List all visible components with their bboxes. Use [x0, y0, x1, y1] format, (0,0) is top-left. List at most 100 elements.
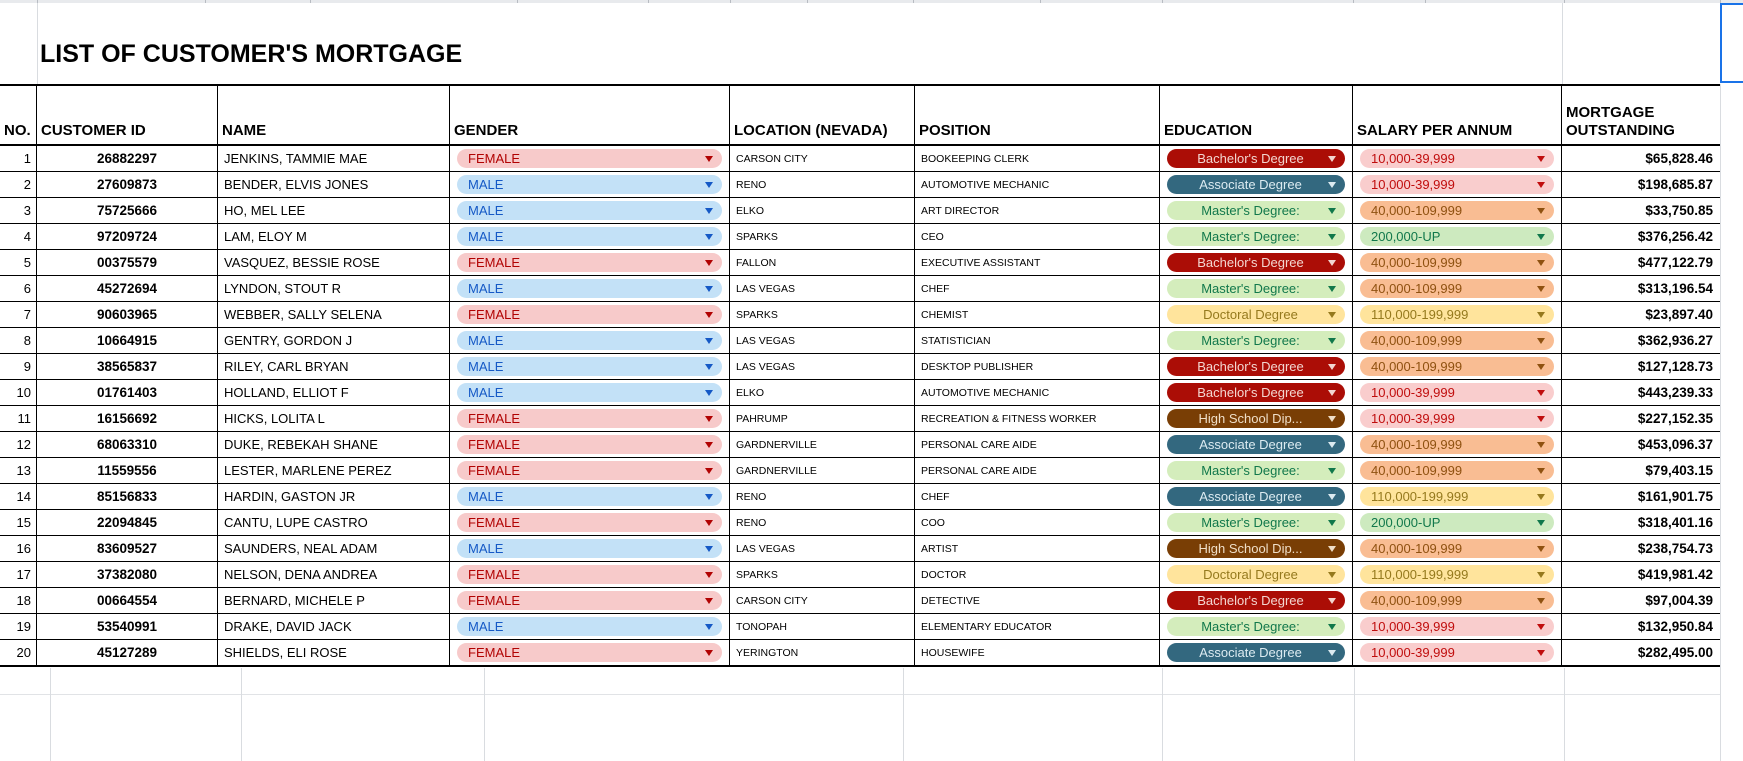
column-header-no: NO.	[0, 86, 37, 146]
position: PERSONAL CARE AIDE	[915, 458, 1160, 484]
column-header-label: NAME	[222, 122, 267, 140]
education-dropdown[interactable]: Associate Degree	[1167, 175, 1345, 194]
salary-dropdown[interactable]: 40,000-109,999	[1360, 435, 1554, 454]
gender-dropdown-value: MALE	[468, 203, 504, 218]
education-dropdown[interactable]: Master's Degree:	[1167, 331, 1345, 350]
gender-dropdown[interactable]: MALE	[457, 227, 722, 246]
education-dropdown-value: Associate Degree	[1199, 645, 1302, 660]
education-dropdown[interactable]: Bachelor's Degree	[1167, 591, 1345, 610]
gender-dropdown[interactable]: MALE	[457, 175, 722, 194]
customer-name: HOLLAND, ELLIOT F	[218, 380, 450, 406]
position: CHEF	[915, 484, 1160, 510]
salary-dropdown[interactable]: 40,000-109,999	[1360, 279, 1554, 298]
gender-dropdown[interactable]: FEMALE	[457, 565, 722, 584]
education-dropdown[interactable]: Bachelor's Degree	[1167, 357, 1345, 376]
salary-dropdown[interactable]: 40,000-109,999	[1360, 331, 1554, 350]
education-dropdown[interactable]: Master's Degree:	[1167, 617, 1345, 636]
education-dropdown[interactable]: High School Dip...	[1167, 409, 1345, 428]
mortgage-outstanding: $376,256.42	[1562, 224, 1720, 250]
education-dropdown[interactable]: Bachelor's Degree	[1167, 383, 1345, 402]
salary-dropdown-cell: 10,000-39,999	[1353, 172, 1562, 198]
gender-dropdown[interactable]: MALE	[457, 331, 722, 350]
education-dropdown[interactable]: High School Dip...	[1167, 539, 1345, 558]
gridline	[1162, 668, 1163, 761]
salary-dropdown[interactable]: 110,000-199,999	[1360, 565, 1554, 584]
education-dropdown[interactable]: Master's Degree:	[1167, 513, 1345, 532]
chevron-down-icon	[705, 233, 713, 240]
education-dropdown[interactable]: Master's Degree:	[1167, 227, 1345, 246]
selected-cell[interactable]	[1720, 3, 1743, 83]
salary-dropdown[interactable]: 40,000-109,999	[1360, 201, 1554, 220]
salary-dropdown[interactable]: 110,000-199,999	[1360, 487, 1554, 506]
gender-dropdown[interactable]: FEMALE	[457, 591, 722, 610]
chevron-down-icon	[705, 285, 713, 292]
education-dropdown-value: Master's Degree:	[1201, 515, 1300, 530]
location: TONOPAH	[730, 614, 915, 640]
gender-dropdown[interactable]: FEMALE	[457, 149, 722, 168]
chevron-down-icon	[705, 259, 713, 266]
salary-dropdown[interactable]: 40,000-109,999	[1360, 591, 1554, 610]
customer-id: 16156692	[37, 406, 218, 432]
gender-dropdown[interactable]: FEMALE	[457, 435, 722, 454]
chevron-down-icon	[1328, 441, 1336, 448]
education-dropdown[interactable]: Associate Degree	[1167, 435, 1345, 454]
location: LAS VEGAS	[730, 276, 915, 302]
salary-dropdown[interactable]: 40,000-109,999	[1360, 539, 1554, 558]
gender-dropdown[interactable]: FEMALE	[457, 513, 722, 532]
education-dropdown[interactable]: Bachelor's Degree	[1167, 149, 1345, 168]
gender-dropdown[interactable]: MALE	[457, 279, 722, 298]
gender-dropdown[interactable]: FEMALE	[457, 409, 722, 428]
gender-dropdown-cell: FEMALE	[450, 250, 730, 276]
mortgage-outstanding: $362,936.27	[1562, 328, 1720, 354]
education-dropdown[interactable]: Associate Degree	[1167, 487, 1345, 506]
education-dropdown[interactable]: Master's Degree:	[1167, 201, 1345, 220]
salary-dropdown[interactable]: 110,000-199,999	[1360, 305, 1554, 324]
salary-dropdown[interactable]: 200,000-UP	[1360, 227, 1554, 246]
gender-dropdown[interactable]: MALE	[457, 487, 722, 506]
customer-name: LESTER, MARLENE PEREZ	[218, 458, 450, 484]
gridline-tick	[730, 0, 731, 3]
salary-dropdown[interactable]: 40,000-109,999	[1360, 461, 1554, 480]
gender-dropdown-cell: MALE	[450, 172, 730, 198]
education-dropdown[interactable]: Doctoral Degree	[1167, 305, 1345, 324]
gender-dropdown[interactable]: MALE	[457, 201, 722, 220]
row-number: 15	[0, 510, 37, 536]
row-number: 18	[0, 588, 37, 614]
salary-dropdown[interactable]: 40,000-109,999	[1360, 253, 1554, 272]
salary-dropdown-cell: 10,000-39,999	[1353, 146, 1562, 172]
salary-dropdown[interactable]: 40,000-109,999	[1360, 357, 1554, 376]
salary-dropdown[interactable]: 200,000-UP	[1360, 513, 1554, 532]
salary-dropdown-cell: 40,000-109,999	[1353, 250, 1562, 276]
row-number: 19	[0, 614, 37, 640]
education-dropdown[interactable]: Associate Degree	[1167, 643, 1345, 662]
row-number: 10	[0, 380, 37, 406]
gender-dropdown[interactable]: FEMALE	[457, 643, 722, 662]
education-dropdown[interactable]: Doctoral Degree	[1167, 565, 1345, 584]
gender-dropdown[interactable]: FEMALE	[457, 461, 722, 480]
salary-dropdown[interactable]: 10,000-39,999	[1360, 643, 1554, 662]
salary-dropdown[interactable]: 10,000-39,999	[1360, 175, 1554, 194]
education-dropdown[interactable]: Bachelor's Degree	[1167, 253, 1345, 272]
column-header-location: LOCATION (NEVADA)	[730, 86, 915, 146]
salary-dropdown-value: 40,000-109,999	[1371, 255, 1463, 270]
salary-dropdown[interactable]: 10,000-39,999	[1360, 383, 1554, 402]
customer-id: 53540991	[37, 614, 218, 640]
education-dropdown[interactable]: Master's Degree:	[1167, 279, 1345, 298]
chevron-down-icon	[1328, 311, 1336, 318]
customer-id: 26882297	[37, 146, 218, 172]
gridline-tick	[1720, 0, 1721, 3]
gridline-tick	[1162, 0, 1163, 3]
gender-dropdown[interactable]: FEMALE	[457, 305, 722, 324]
salary-dropdown[interactable]: 10,000-39,999	[1360, 617, 1554, 636]
education-dropdown-value: High School Dip...	[1198, 541, 1303, 556]
gender-dropdown[interactable]: MALE	[457, 617, 722, 636]
education-dropdown[interactable]: Master's Degree:	[1167, 461, 1345, 480]
gender-dropdown[interactable]: MALE	[457, 357, 722, 376]
salary-dropdown[interactable]: 10,000-39,999	[1360, 149, 1554, 168]
gridline-tick	[807, 0, 808, 3]
salary-dropdown[interactable]: 10,000-39,999	[1360, 409, 1554, 428]
gender-dropdown[interactable]: FEMALE	[457, 253, 722, 272]
gender-dropdown[interactable]: MALE	[457, 383, 722, 402]
gender-dropdown[interactable]: MALE	[457, 539, 722, 558]
